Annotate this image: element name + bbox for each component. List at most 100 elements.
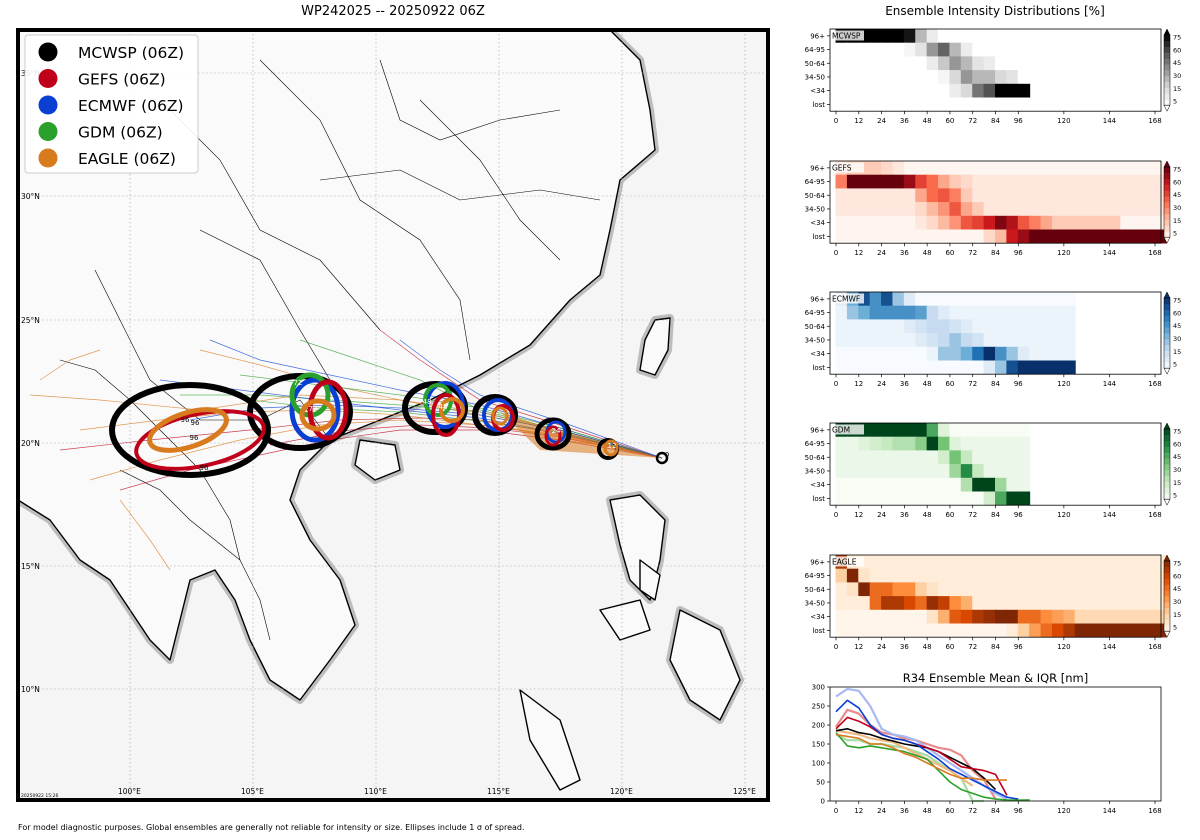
heatmap-cell (960, 582, 974, 597)
heatmap-cell (1051, 346, 1065, 361)
colorbar-extend-bottom (1163, 367, 1171, 375)
heatmap-cell (1051, 555, 1065, 569)
heatmap-cell (858, 188, 871, 203)
heatmap-cell (846, 623, 860, 638)
heatmap-cell (846, 436, 860, 451)
x-tick-label: 120 (1057, 380, 1070, 388)
colorbar-tick-label: 30 (1173, 72, 1181, 80)
x-tick-label: 72 (968, 807, 977, 815)
heatmap-cell (881, 555, 894, 569)
heatmap-cell (949, 305, 962, 320)
panel-label: ECMWF (832, 295, 860, 304)
heatmap-cell (1131, 202, 1145, 217)
heatmap-cell (1017, 42, 1031, 57)
heatmap-cell (1051, 333, 1065, 348)
y-tick-label: 300 (812, 684, 825, 692)
legend-marker (38, 42, 58, 62)
heatmap-cell (1108, 188, 1122, 203)
heatmap-cell (1120, 623, 1133, 638)
heatmap-cell (881, 582, 894, 597)
heatmap-cell (835, 623, 848, 638)
heatmap-cell (972, 305, 985, 320)
x-tick-label: 36 (900, 807, 909, 815)
y-tick-label: lost (812, 495, 825, 503)
heatmap-cell (983, 609, 996, 624)
heatmap-cell (915, 174, 928, 189)
heatmap-cell (1063, 202, 1076, 217)
colorbar-segment (1164, 440, 1170, 447)
heatmap-cell (1131, 596, 1145, 611)
heatmap-cell (835, 609, 848, 624)
heatmap-cell (892, 582, 905, 597)
heatmap-cell (846, 202, 860, 217)
colorbar-segment (1164, 64, 1170, 71)
x-tick-label: 12 (854, 807, 863, 815)
heatmap-cell (1006, 609, 1019, 624)
y-tick-label: 50 (816, 779, 825, 787)
heatmap-cell (1006, 305, 1019, 320)
heatmap-panel-gefs: GEFS 96+ 64-95 50-64 34-50 <34 lost 0 12 24 36 48 60… (805, 160, 1181, 257)
heatmap-cell (835, 464, 848, 479)
heatmap-cell (926, 423, 940, 437)
colorbar-tick-label: 5 (1173, 492, 1177, 500)
heatmap-cell (858, 360, 871, 375)
heatmap-cell (869, 42, 883, 57)
heatmap-cell (926, 174, 940, 189)
heatmap-cell (1086, 609, 1099, 624)
heatmap-cell (926, 83, 940, 98)
heatmap-cell (949, 596, 962, 611)
heatmap-cell (983, 555, 996, 569)
heatmap-cell (926, 582, 940, 597)
heatmap-cell (972, 215, 985, 230)
heatmap-cell (949, 42, 962, 57)
heatmap-cell (1063, 609, 1076, 624)
x-tick-label: 12 (854, 643, 863, 651)
heatmap-cell (1017, 333, 1031, 348)
heatmap-cell (881, 97, 894, 112)
eagle-ellipse-96h (147, 407, 229, 453)
heatmap-cell (995, 229, 1008, 244)
heatmap-cell (972, 174, 985, 189)
heatmap-cell (938, 188, 951, 203)
heatmap-cell (983, 568, 996, 583)
y-tick-label: 50-64 (805, 192, 826, 200)
heatmap-panel-eagle: EAGLE 96+ 64-95 50-64 34-50 <34 lost 0 12 24 36 48 6… (805, 554, 1181, 651)
heatmap-cell (881, 42, 894, 57)
y-tick-label: 50-64 (805, 60, 826, 68)
heatmap-cell (858, 70, 871, 85)
heatmap-cell (949, 582, 962, 597)
heatmap-cell (983, 202, 996, 217)
heatmap-cell (949, 188, 962, 203)
heatmap-cell (1086, 202, 1099, 217)
colorbar-tick-label: 60 (1173, 572, 1181, 580)
heatmap-cell (983, 70, 996, 85)
heatmap-cell (1040, 215, 1053, 230)
map-legend: MCWSP (06Z) GEFS (06Z) ECMWF (06Z) GDM (06Z… (24, 34, 199, 174)
heatmap-cell (903, 319, 917, 334)
heatmap-cell (1006, 319, 1019, 334)
heatmap-cell (1017, 188, 1031, 203)
heatmap-cell (1040, 623, 1053, 638)
x-tick-label: 12 (854, 117, 863, 125)
heatmap-cell (835, 83, 848, 98)
heatmap-cell (983, 436, 996, 451)
heatmap-cell (938, 70, 951, 85)
heatmap-cell (915, 229, 928, 244)
x-tick-label: 72 (968, 117, 977, 125)
colorbar-tick-label: 5 (1173, 624, 1177, 632)
heatmap-cell (1063, 596, 1076, 611)
heatmap-cell (903, 582, 917, 597)
mcwsp-ellipse-96h (109, 382, 271, 478)
heatmap-cell (858, 464, 871, 479)
x-tick-label: 0 (834, 643, 838, 651)
colorbar-extend-bottom (1163, 104, 1171, 112)
heatmap-cell (1063, 305, 1076, 320)
heatmap-cell (903, 333, 917, 348)
heatmap-cell (892, 97, 905, 112)
legend-label: GEFS (06Z) (78, 71, 166, 89)
heatmap-cell (1108, 582, 1122, 597)
x-tick-label: 168 (1148, 249, 1161, 257)
heatmap-cell (1143, 161, 1156, 175)
heatmap-cell (983, 229, 996, 244)
lat-label: 30°N (21, 192, 40, 201)
